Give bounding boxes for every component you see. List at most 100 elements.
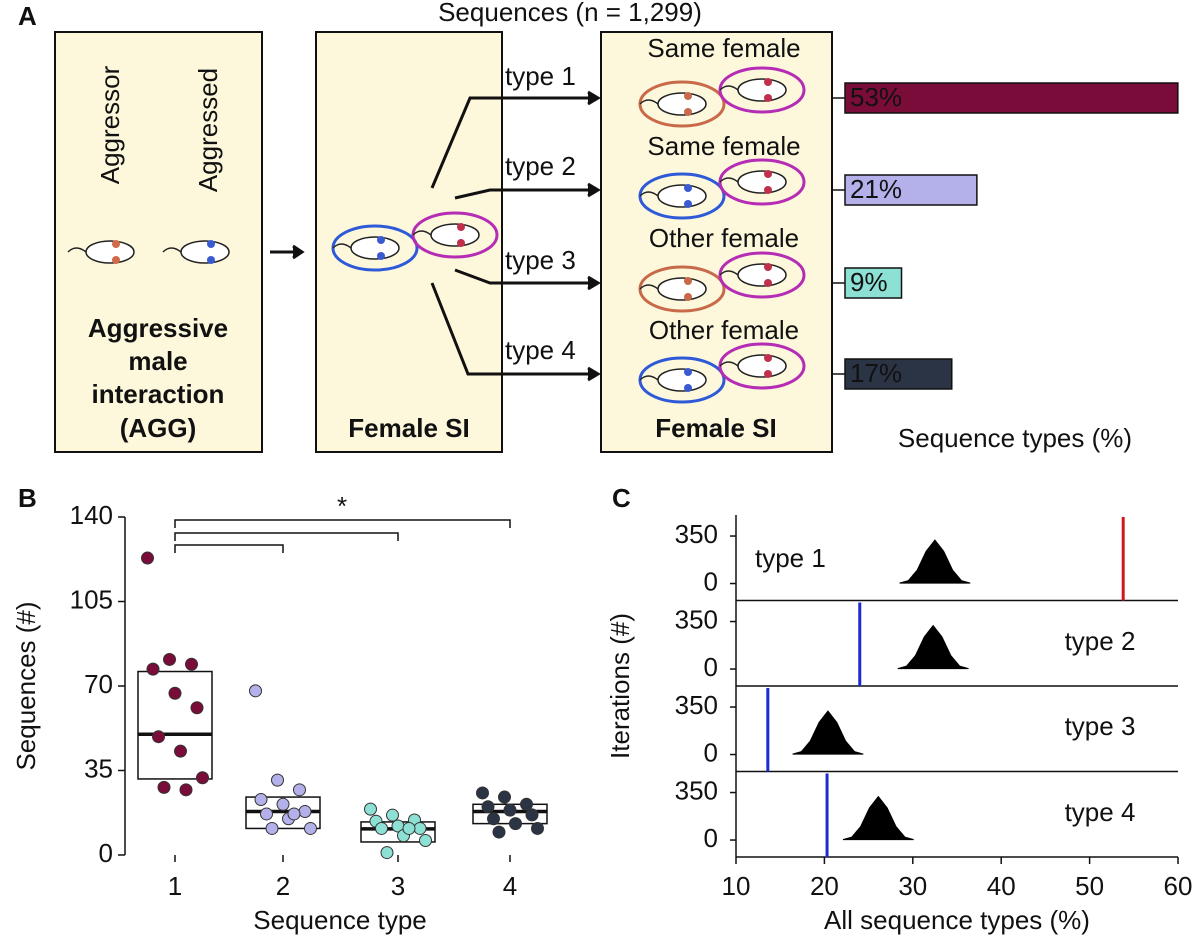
tail <box>719 177 739 183</box>
tail <box>67 247 87 253</box>
distribution <box>897 624 969 670</box>
mouse <box>657 184 707 208</box>
x-axis-label: Sequence type <box>253 905 426 935</box>
ear <box>377 252 385 260</box>
panel-label: type 1 <box>755 543 826 573</box>
point <box>487 812 500 826</box>
point <box>141 551 154 565</box>
arrow-label: type 3 <box>505 245 576 275</box>
caption: interaction <box>92 379 225 409</box>
row-label: Same female <box>647 33 800 63</box>
ear <box>457 223 465 231</box>
ear <box>684 384 692 392</box>
ear <box>684 108 692 116</box>
x-axis-label: Sequence types (%) <box>898 423 1132 453</box>
panel-label: type 2 <box>1065 626 1136 656</box>
tail <box>719 85 739 91</box>
distribution <box>842 795 914 841</box>
x-tick-label: 10 <box>722 871 751 901</box>
point <box>492 825 506 839</box>
value-label: 17% <box>850 358 902 388</box>
x-tick-label: 30 <box>898 871 927 901</box>
ear <box>684 184 692 192</box>
point <box>190 701 204 715</box>
point <box>498 790 511 804</box>
caption: Aggressive <box>88 313 228 343</box>
y-tick-label: 350 <box>675 604 718 634</box>
point <box>265 821 279 835</box>
bracket <box>174 519 511 528</box>
tail <box>639 375 659 381</box>
ear <box>684 368 692 376</box>
point <box>146 662 160 676</box>
point <box>260 807 273 821</box>
x-tick-label: 20 <box>810 871 839 901</box>
point <box>525 808 539 822</box>
point <box>375 821 388 835</box>
point <box>304 821 317 835</box>
y-tick-label: 350 <box>675 690 718 720</box>
mouse <box>657 368 707 392</box>
point <box>503 803 517 817</box>
x-tick-label: 40 <box>987 871 1016 901</box>
point <box>185 657 198 671</box>
ear <box>207 256 215 264</box>
point <box>386 808 399 822</box>
diagram-title: Sequences (n = 1,299) <box>438 0 702 27</box>
point <box>157 780 171 794</box>
row-label: Same female <box>647 131 800 161</box>
ear <box>112 240 120 248</box>
value-label: 53% <box>850 82 902 112</box>
panel-label: C <box>612 483 631 513</box>
panel-label: A <box>18 1 37 31</box>
arrows <box>270 90 601 382</box>
box <box>54 31 263 453</box>
point <box>413 821 427 835</box>
y-tick-label: 0 <box>704 737 718 767</box>
y-tick-label: 105 <box>70 584 113 614</box>
mouse <box>657 92 707 116</box>
point <box>481 800 495 814</box>
x-tick-label: 1 <box>168 871 182 901</box>
arrow-label: type 2 <box>505 151 576 181</box>
point <box>276 797 290 811</box>
caption: Female SI <box>348 413 469 443</box>
tail <box>412 230 432 236</box>
distribution <box>792 710 864 755</box>
x-tick-label: 2 <box>276 871 290 901</box>
point <box>249 684 262 698</box>
point <box>380 846 394 860</box>
point <box>293 783 306 797</box>
point <box>476 786 489 800</box>
ear <box>207 240 215 248</box>
x-tick-label: 4 <box>503 871 517 901</box>
point <box>419 834 432 848</box>
x-tick-label: 60 <box>1164 871 1193 901</box>
mouse <box>85 240 135 264</box>
tail <box>639 284 659 290</box>
row-label: Other female <box>649 315 799 345</box>
ear <box>764 94 772 102</box>
ear <box>377 236 385 244</box>
panel-label: B <box>18 483 37 513</box>
mouse <box>657 277 707 301</box>
point <box>152 730 165 744</box>
mouse <box>737 354 787 378</box>
y-tick-label: 0 <box>99 838 113 868</box>
point <box>254 792 268 806</box>
ear <box>684 277 692 285</box>
ear <box>764 370 772 378</box>
ear <box>764 263 772 271</box>
panel-label: type 3 <box>1065 711 1136 741</box>
point <box>520 797 533 811</box>
y-tick-label: 0 <box>704 823 718 853</box>
y-axis-label: Iterations (#) <box>605 613 635 759</box>
value-label: 9% <box>850 267 888 297</box>
arrow-label: type 1 <box>505 61 576 91</box>
ear <box>684 200 692 208</box>
point <box>163 652 176 666</box>
mouse <box>737 263 787 287</box>
ear <box>457 239 465 247</box>
y-tick-label: 70 <box>84 669 113 699</box>
tail <box>639 191 659 197</box>
